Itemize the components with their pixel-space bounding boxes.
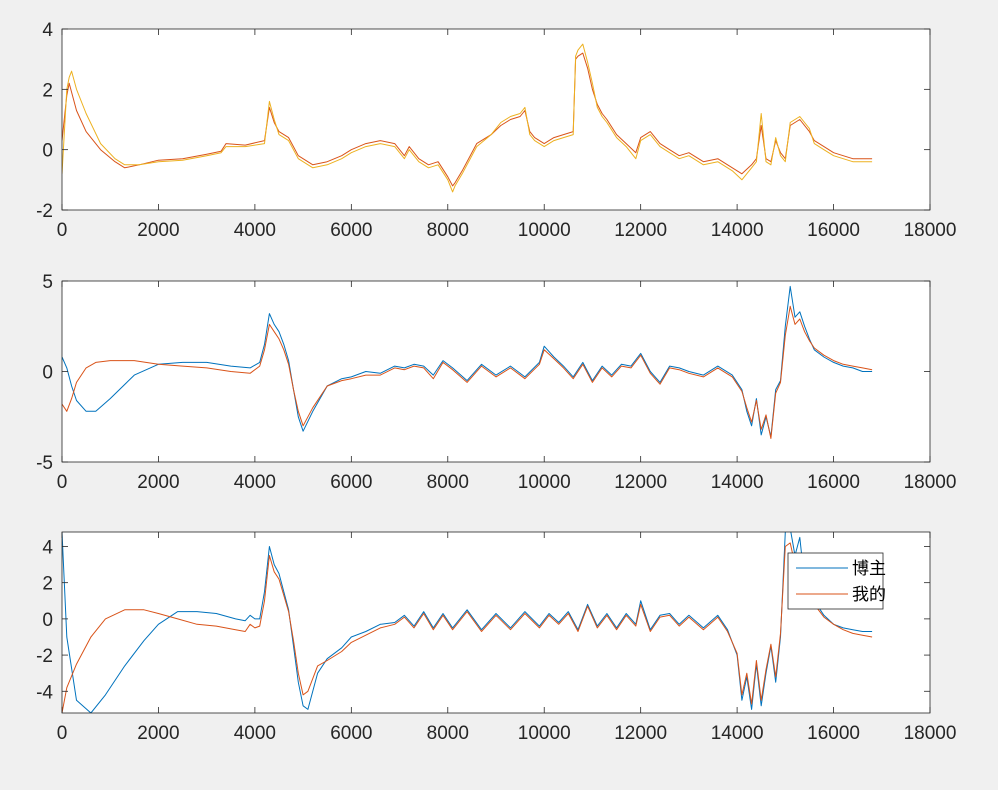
series-line-2 xyxy=(62,305,873,439)
y-tick-label: -2 xyxy=(36,201,53,222)
x-tick-label: 6000 xyxy=(330,723,372,744)
series-line-1 xyxy=(62,52,873,187)
plot-area xyxy=(62,532,930,713)
x-tick-label: 10000 xyxy=(518,472,571,493)
plot-area xyxy=(62,29,930,210)
y-tick-label: -2 xyxy=(36,646,53,667)
x-tick-label: 0 xyxy=(57,472,68,493)
x-tick-label: 0 xyxy=(57,723,68,744)
y-tick-label: 5 xyxy=(42,272,53,293)
x-tick-label: 10000 xyxy=(518,723,571,744)
x-tick-label: 8000 xyxy=(427,472,469,493)
series-line-2 xyxy=(62,43,873,193)
x-tick-label: 8000 xyxy=(427,220,469,241)
x-tick-label: 0 xyxy=(57,220,68,241)
plot-area xyxy=(62,281,930,462)
y-tick-label: 0 xyxy=(42,363,53,384)
subplot-3: 0 2000 4000 6000 8000 10000 12000 14000 16000 180… xyxy=(36,531,957,744)
legend-label: 博主 xyxy=(852,559,886,579)
x-tick-label: 4000 xyxy=(234,723,276,744)
axes-box xyxy=(61,531,931,714)
y-tick-label: 2 xyxy=(42,80,53,101)
axes-box xyxy=(61,28,931,211)
x-tick-label: 6000 xyxy=(330,472,372,493)
x-tick-label: 18000 xyxy=(904,723,957,744)
series-line-2 xyxy=(62,542,873,713)
series-line-1 xyxy=(62,285,873,438)
x-tick-label: 6000 xyxy=(330,220,372,241)
y-tick-label: -5 xyxy=(36,453,53,474)
y-tick-label: 0 xyxy=(42,610,53,631)
y-tick-label: -4 xyxy=(36,682,53,703)
x-tick-label: 12000 xyxy=(614,220,667,241)
x-tick-label: 10000 xyxy=(518,220,571,241)
x-tick-label: 16000 xyxy=(807,220,860,241)
subplot-1: 0 2000 4000 6000 8000 10000 12000 14000 16000 180… xyxy=(36,20,956,241)
y-tick-label: 0 xyxy=(42,141,53,162)
x-tick-label: 18000 xyxy=(904,220,957,241)
x-tick-label: 14000 xyxy=(711,472,764,493)
x-tick-label: 12000 xyxy=(614,472,667,493)
x-tick-label: 14000 xyxy=(711,723,764,744)
x-tick-label: 14000 xyxy=(711,220,764,241)
x-tick-label: 2000 xyxy=(137,723,179,744)
x-tick-label: 16000 xyxy=(807,472,860,493)
y-tick-label: 2 xyxy=(42,574,53,595)
x-tick-label: 8000 xyxy=(427,723,469,744)
subplot-2: 0 2000 4000 6000 8000 10000 12000 14000 16000 180… xyxy=(36,272,956,493)
x-tick-label: 2000 xyxy=(137,472,179,493)
y-tick-label: 4 xyxy=(42,20,53,41)
x-tick-label: 18000 xyxy=(904,472,957,493)
x-tick-label: 4000 xyxy=(234,220,276,241)
x-tick-label: 4000 xyxy=(234,472,276,493)
x-tick-label: 2000 xyxy=(137,220,179,241)
x-tick-label: 12000 xyxy=(614,723,667,744)
legend-label: 我的 xyxy=(852,585,886,605)
x-tick-label: 16000 xyxy=(807,723,860,744)
legend-box xyxy=(787,552,884,610)
y-tick-label: 4 xyxy=(42,537,53,558)
